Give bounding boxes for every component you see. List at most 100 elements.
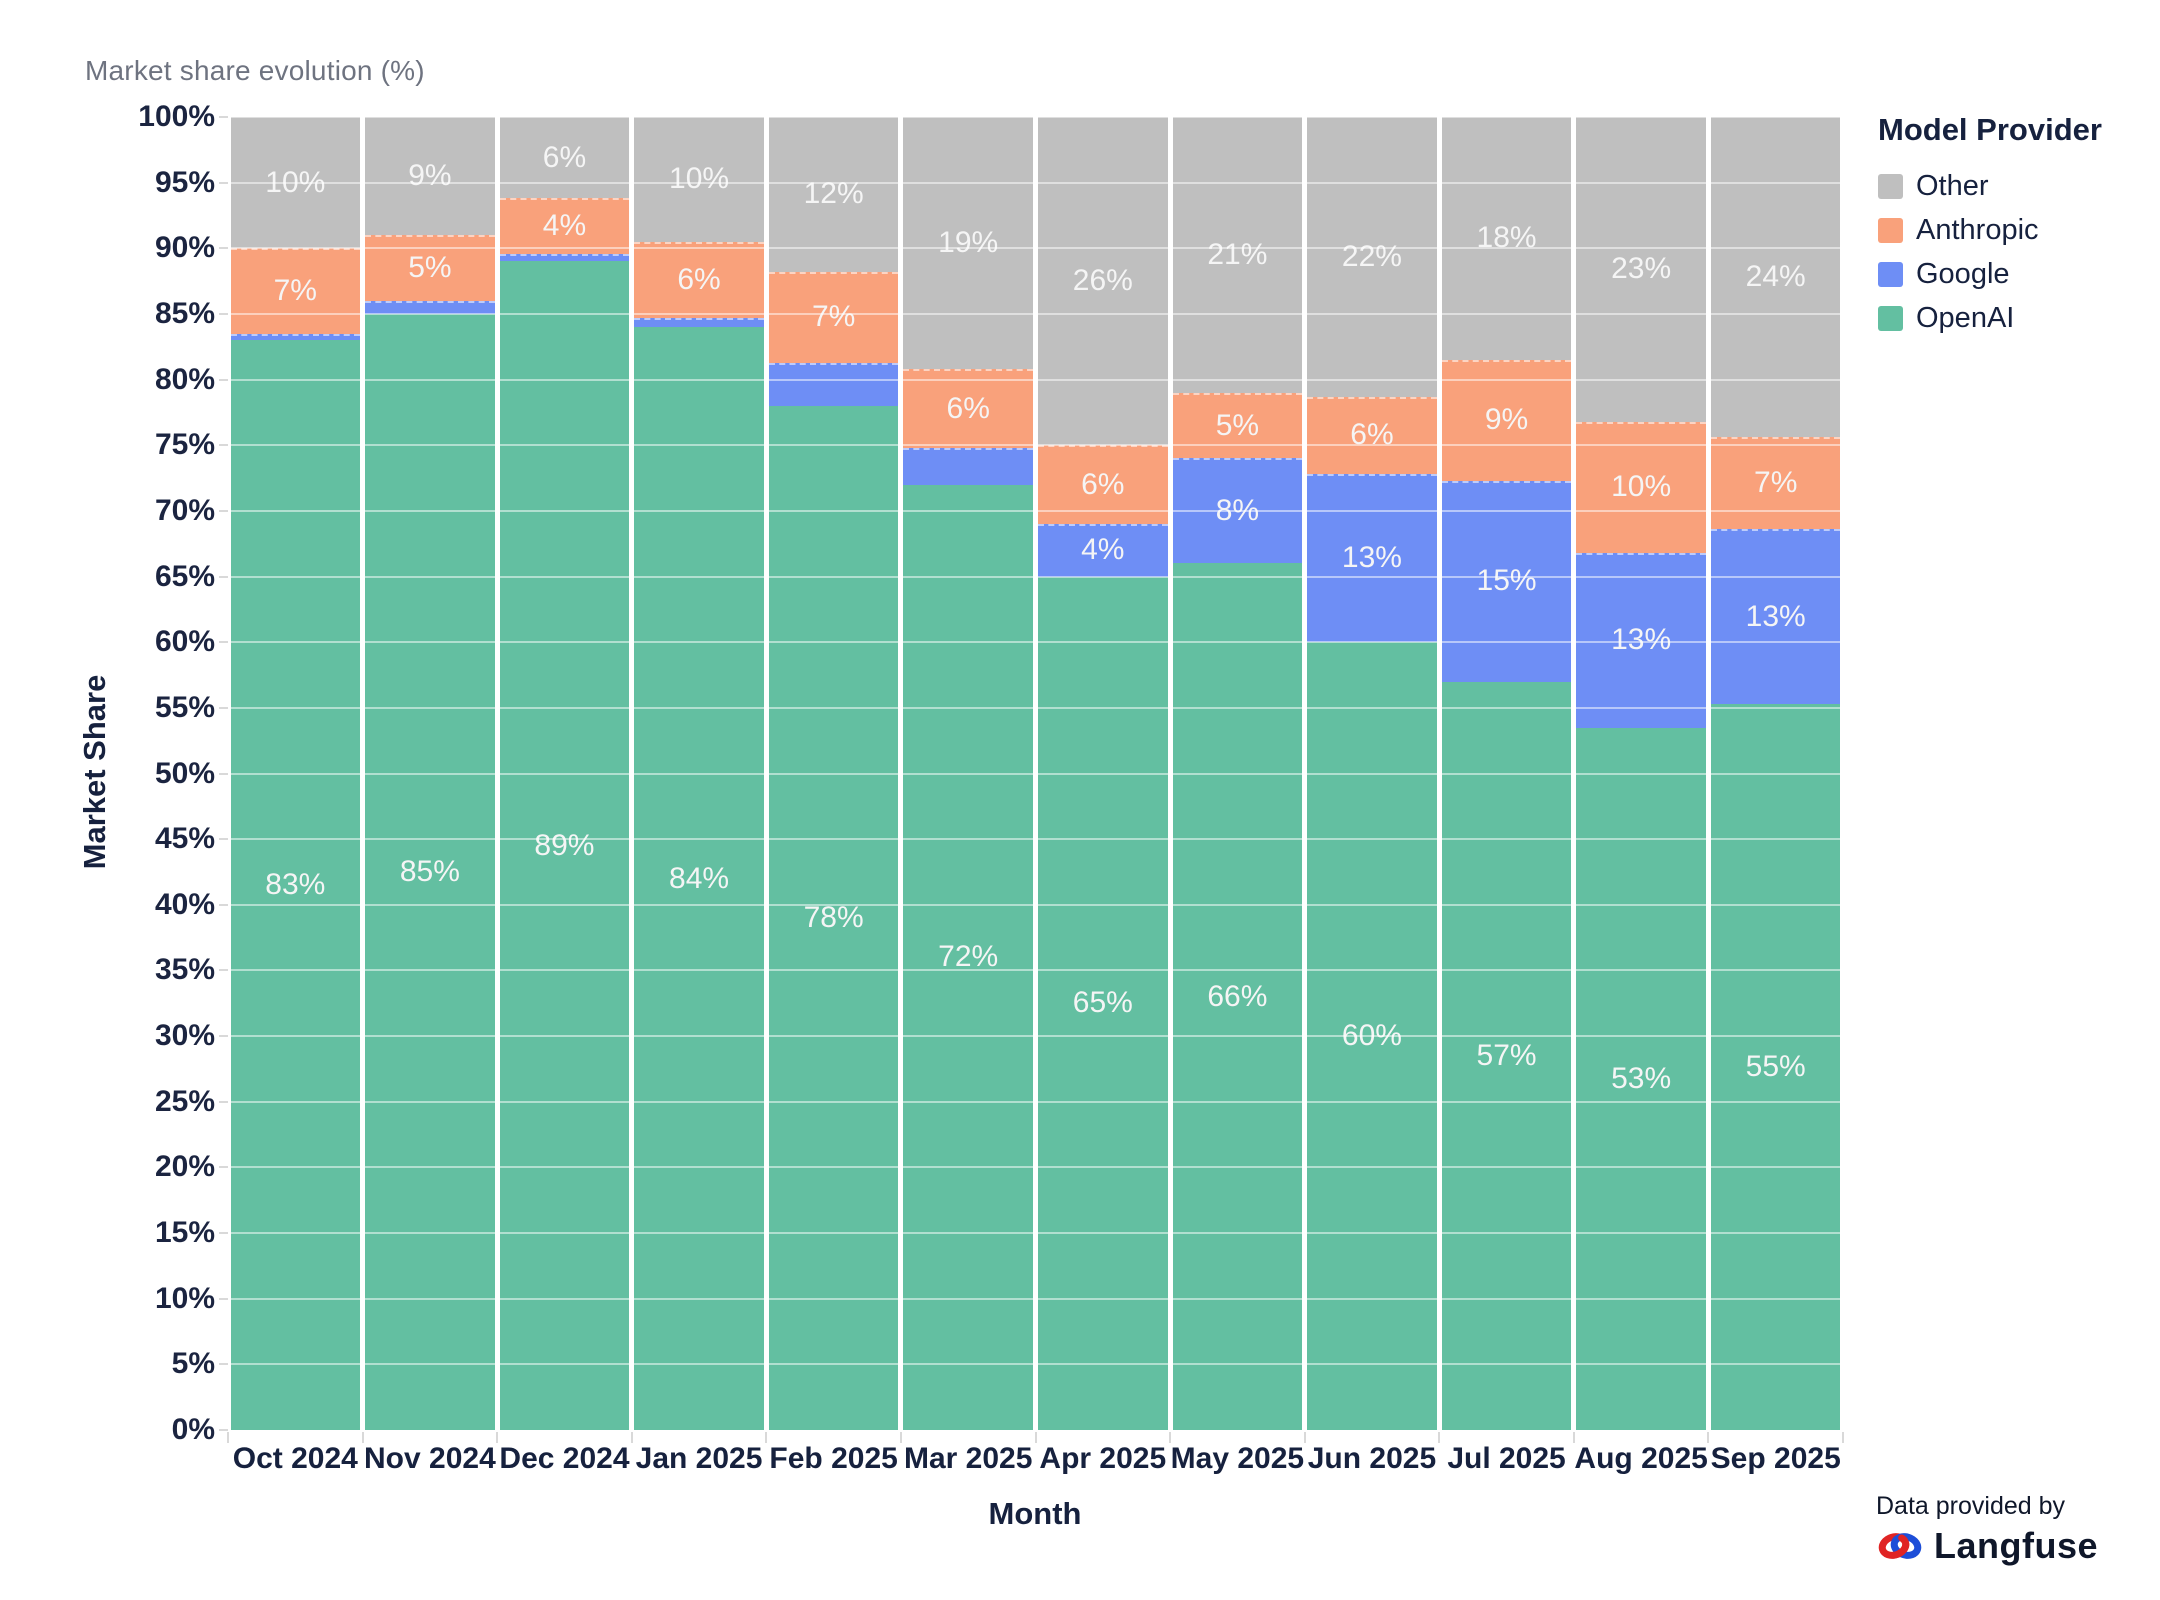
y-tick-mark (219, 838, 228, 841)
y-tick-mark (219, 247, 228, 250)
x-tick-mark (1707, 1432, 1710, 1443)
bar-segment-other (903, 117, 1033, 370)
y-tick-label: 70% (154, 493, 215, 527)
y-tick-label: 10% (154, 1281, 215, 1315)
y-tick-label: 95% (154, 165, 215, 199)
bar-segment-google (1441, 480, 1572, 682)
bar-segment-other (365, 117, 495, 236)
bar-segment-other (499, 117, 630, 199)
x-tick-mark (765, 1432, 768, 1443)
bar-segment-other (1710, 117, 1841, 438)
bar-segment-openai (1172, 563, 1303, 1430)
bar-segment-openai (365, 313, 495, 1430)
y-tick-label: 75% (154, 428, 215, 462)
bar-dec-2024: 89% 4% 6% (499, 117, 630, 1430)
x-tick-label: Nov 2024 (364, 1442, 496, 1475)
bar-nov-2024: 85% 5% 9% (365, 117, 495, 1430)
y-tick-mark (219, 1100, 228, 1103)
y-tick-label: 100% (138, 100, 215, 133)
bar-segment-other (1172, 117, 1303, 393)
y-tick-mark (219, 706, 228, 709)
bar-segment-google (634, 317, 764, 328)
legend-label: Other (1916, 170, 1989, 202)
legend-label: Google (1916, 258, 2010, 290)
y-tick-label: 0% (171, 1413, 215, 1446)
bar-segment-anthropic (1576, 421, 1706, 553)
bar-segment-google (499, 253, 630, 262)
y-tick-mark (219, 1297, 228, 1300)
legend-item-openai: OpenAI (1878, 302, 2102, 335)
bar-segment-other (1307, 117, 1437, 397)
y-tick-label: 25% (154, 1084, 215, 1118)
y-tick-mark (219, 1363, 228, 1366)
x-axis-title: Month (988, 1496, 1082, 1531)
bar-segment-anthropic (1441, 359, 1572, 481)
bar-segment-other (634, 117, 764, 242)
x-tick-label: Jul 2025 (1447, 1442, 1566, 1475)
bar-segment-other (1441, 117, 1572, 360)
x-tick-label: Oct 2024 (232, 1442, 358, 1475)
x-tick-mark (1572, 1432, 1575, 1443)
bar-segment-openai (768, 405, 899, 1430)
bar-oct-2024: 83% 7% 10% (230, 117, 361, 1430)
bar-segment-other (230, 117, 361, 249)
bar-feb-2025: 78% 7% 12% (768, 117, 899, 1430)
legend-item-google: Google (1878, 258, 2102, 291)
y-tick-mark (219, 969, 228, 972)
bar-segment-google (1710, 529, 1841, 704)
bar-mar-2025: 72% 6% 19% (903, 117, 1033, 1430)
x-tick-mark (1303, 1432, 1306, 1443)
y-tick-label: 90% (154, 231, 215, 265)
chart-title: Market share evolution (%) (85, 55, 425, 86)
y-tick-mark (219, 903, 228, 906)
y-tick-label: 45% (154, 822, 215, 856)
legend-swatch-icon (1878, 262, 1903, 287)
bar-segment-openai (1441, 681, 1572, 1430)
x-tick-label: Aug 2025 (1574, 1442, 1708, 1475)
bar-segment-anthropic (634, 241, 764, 318)
x-tick-mark (1034, 1432, 1037, 1443)
bar-segment-anthropic (1307, 396, 1437, 475)
langfuse-logo-icon (1878, 1533, 1922, 1559)
bar-may-2025: 66% 8% 5% 21% (1172, 117, 1303, 1430)
bar-segment-openai (903, 484, 1033, 1430)
bar-segment-google (1576, 552, 1706, 728)
y-tick-mark (219, 1035, 228, 1038)
x-tick-mark (496, 1432, 499, 1443)
x-tick-mark (899, 1432, 902, 1443)
x-tick-label: Jan 2025 (635, 1442, 763, 1475)
y-tick-mark (219, 378, 228, 381)
y-tick-mark (219, 312, 228, 315)
y-tick-label: 5% (171, 1347, 215, 1381)
x-tick-label: Mar 2025 (903, 1442, 1033, 1475)
y-tick-mark (219, 181, 228, 184)
bar-apr-2025: 65% 4% 6% 26% (1038, 117, 1168, 1430)
bar-segment-anthropic (768, 271, 899, 363)
y-tick-mark (219, 772, 228, 775)
x-tick-mark (361, 1432, 364, 1443)
bar-jan-2025: 84% 6% 10% (634, 117, 764, 1430)
bar-segment-google (1172, 458, 1303, 564)
legend: Model Provider Other Anthropic Google OpenA… (1878, 112, 2102, 346)
y-tick-label: 30% (154, 1019, 215, 1053)
bar-jun-2025: 60% 13% 6% 22% (1307, 117, 1437, 1430)
x-tick-mark (1438, 1432, 1441, 1443)
bar-aug-2025: 53% 13% 10% 23% (1576, 117, 1706, 1430)
legend-item-anthropic: Anthropic (1878, 214, 2102, 247)
legend-swatch-icon (1878, 218, 1903, 243)
legend-label: OpenAI (1916, 302, 2015, 334)
bar-segment-other (768, 117, 899, 272)
y-tick-label: 55% (154, 690, 215, 724)
x-tick-mark (1842, 1432, 1844, 1443)
bar-segment-openai (1576, 727, 1706, 1430)
bar-segment-openai (1307, 642, 1437, 1430)
y-tick-mark (219, 1166, 228, 1169)
data-credit: Data provided by Langfuse (1876, 1492, 2098, 1567)
x-tick-label: Dec 2024 (499, 1442, 630, 1475)
bar-segment-anthropic (365, 235, 495, 301)
bar-segment-google (230, 333, 361, 341)
legend-swatch-icon (1878, 306, 1903, 331)
bar-segment-google (768, 362, 899, 406)
y-tick-label: 60% (154, 625, 215, 659)
